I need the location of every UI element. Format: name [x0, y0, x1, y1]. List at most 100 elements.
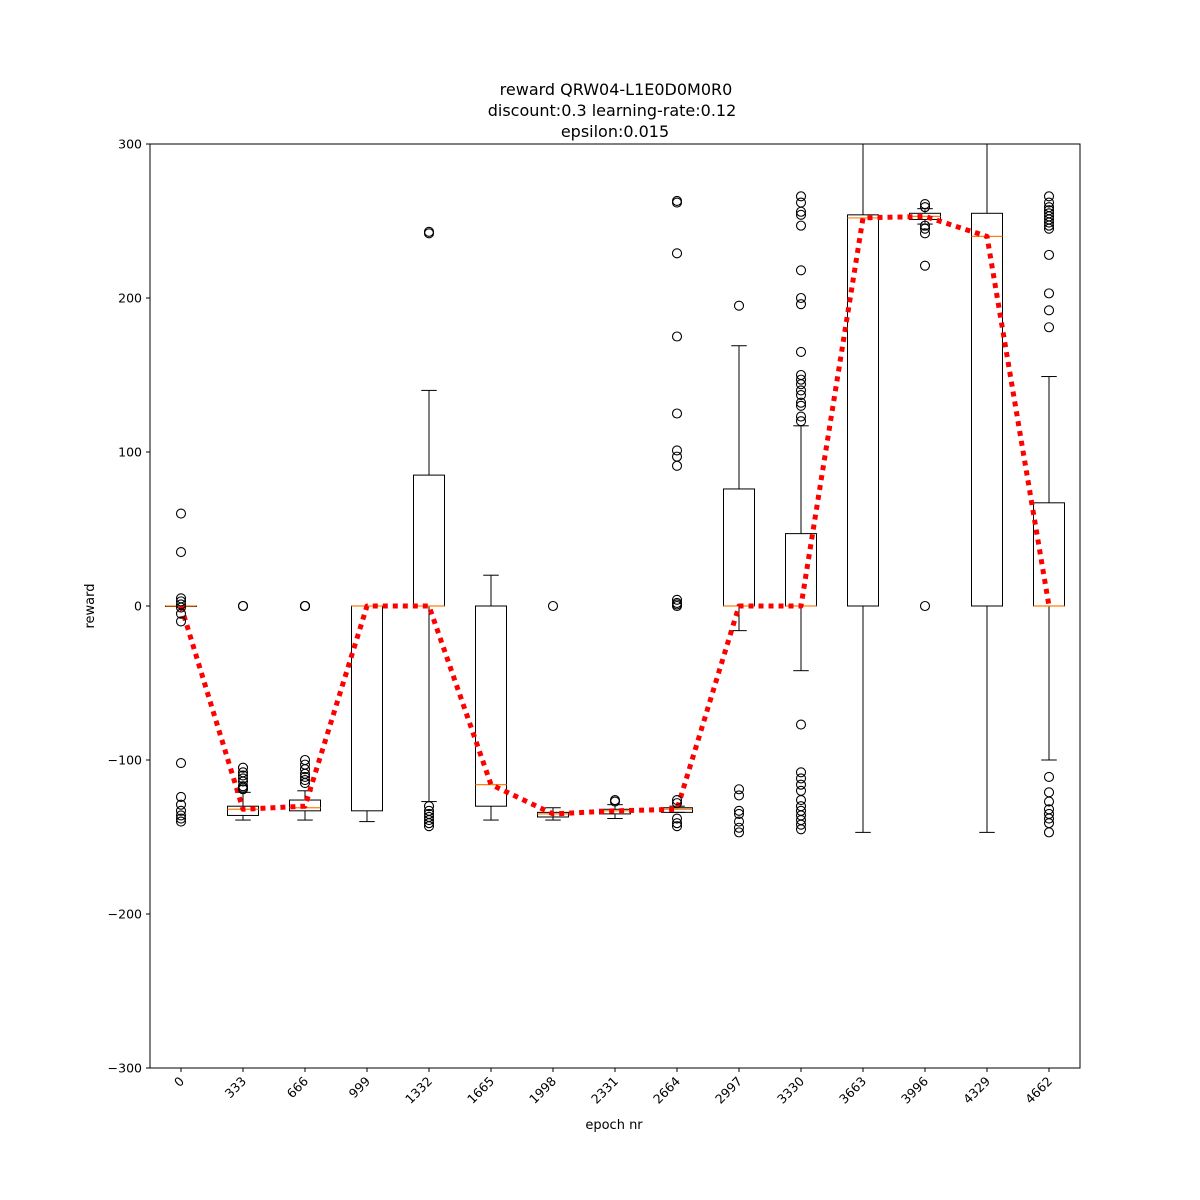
outlier-point	[795, 191, 807, 202]
outlier-point	[175, 547, 187, 558]
outlier-point	[795, 385, 807, 396]
outlier-point	[671, 460, 683, 471]
outlier-point	[733, 822, 745, 833]
outlier-point	[795, 265, 807, 276]
outlier-point	[1043, 771, 1055, 782]
outlier-point	[733, 805, 745, 816]
outlier-point	[795, 379, 807, 390]
outlier-point	[795, 779, 807, 790]
box-body	[847, 214, 879, 607]
outlier-point	[733, 300, 745, 311]
chart-title-line-2: discount:0.3 learning-rate:0.12	[488, 101, 737, 120]
y-tick-label: −100	[108, 753, 142, 768]
outlier-point	[795, 206, 807, 217]
outlier-point	[175, 602, 187, 613]
outlier-point	[175, 616, 187, 627]
outlier-point	[795, 299, 807, 310]
outlier-point	[1043, 827, 1055, 838]
outlier-point	[175, 758, 187, 769]
outlier-point	[733, 827, 745, 838]
outlier-point	[795, 767, 807, 778]
outlier-point	[795, 794, 807, 806]
outlier-point	[795, 292, 807, 304]
outlier-point	[671, 821, 683, 832]
outlier-point	[795, 773, 807, 784]
outlier-point	[919, 228, 931, 239]
outlier-point	[237, 600, 249, 612]
outlier-point	[175, 608, 187, 619]
outlier-point	[795, 824, 807, 835]
outlier-point	[547, 600, 559, 612]
outlier-point	[175, 810, 187, 821]
y-tick-label: 0	[134, 599, 142, 614]
outlier-point	[733, 808, 745, 819]
box-1665	[475, 574, 507, 821]
outlier-point	[175, 813, 187, 824]
outlier-point	[1043, 322, 1055, 333]
outliers-layer	[175, 191, 1055, 838]
outlier-point	[671, 445, 683, 456]
outlier-point	[299, 778, 311, 789]
outlier-point	[175, 508, 187, 519]
outlier-point	[795, 397, 807, 408]
outlier-point	[671, 794, 683, 806]
outlier-point	[795, 220, 807, 231]
trend-layer	[178, 213, 1052, 817]
trend-line	[178, 213, 1052, 817]
outlier-point	[671, 197, 683, 208]
outlier-point	[175, 805, 187, 816]
outlier-point	[237, 762, 249, 773]
chart-title-line-1: reward QRW04-L1E0D0M0R0	[500, 80, 733, 99]
outlier-point	[1043, 223, 1055, 234]
y-tick-label: 300	[118, 137, 142, 152]
outlier-point	[671, 798, 683, 809]
outlier-point	[733, 784, 745, 795]
outlier-point	[299, 764, 311, 775]
outlier-point	[423, 815, 435, 826]
outlier-point	[671, 248, 683, 259]
outlier-point	[299, 771, 311, 782]
outlier-point	[795, 416, 807, 427]
outlier-point	[795, 389, 807, 401]
outlier-point	[1043, 796, 1055, 807]
outlier-point	[795, 819, 807, 830]
outlier-point	[175, 596, 187, 607]
chart-title-line-3: epsilon:0.015	[561, 122, 669, 141]
outlier-point	[795, 346, 807, 357]
outlier-point	[299, 774, 311, 786]
outlier-point	[671, 408, 683, 419]
box-body	[971, 212, 1003, 607]
outlier-point	[175, 816, 187, 827]
plot-frame	[149, 143, 1081, 1069]
y-tick-label: 100	[118, 445, 142, 460]
box-body	[227, 805, 259, 816]
outlier-point	[919, 220, 931, 231]
outlier-point	[423, 818, 435, 829]
outlier-point	[1043, 813, 1055, 824]
outlier-point	[671, 331, 683, 342]
outlier-point	[795, 400, 807, 411]
outlier-point	[919, 600, 931, 612]
outlier-point	[423, 821, 435, 832]
box-4662	[1033, 376, 1065, 761]
outlier-point	[423, 228, 435, 239]
outlier-point	[1043, 305, 1055, 316]
y-tick-label: 200	[118, 291, 142, 306]
outlier-point	[919, 223, 931, 234]
x-axis-label: epoch nr	[585, 1118, 643, 1133]
outlier-point	[299, 600, 311, 612]
outlier-point	[1043, 197, 1055, 208]
outlier-point	[1043, 217, 1055, 228]
outlier-point	[1043, 191, 1055, 202]
outlier-point	[237, 770, 249, 781]
outlier-point	[423, 801, 435, 812]
outlier-point	[671, 818, 683, 829]
outlier-point	[733, 816, 745, 827]
outlier-point	[733, 790, 745, 801]
y-tick-label: −300	[108, 1061, 142, 1076]
outlier-point	[609, 796, 621, 807]
outlier-point	[237, 784, 249, 795]
outlier-point	[795, 411, 807, 422]
